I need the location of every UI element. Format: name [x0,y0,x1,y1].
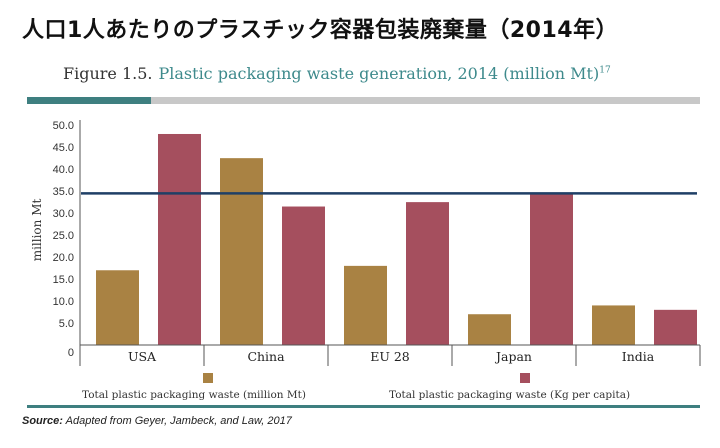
bar [592,305,635,345]
bar [220,158,263,345]
source-note: Source: Adapted from Geyer, Jambeck, and… [22,415,292,427]
bar [530,193,573,345]
chart-plot: 0 5.0 10.0 15.0 20.0 25.0 30.0 35.0 40.0 45.0 50.0… [30,120,701,401]
figure-caption: Plastic packaging waste generation, 2014… [158,64,611,83]
y-tick-label: 35.0 [53,186,74,198]
y-tick-label: 15.0 [53,274,74,286]
x-tick-label: USA [128,349,157,364]
legend-swatch [203,373,213,383]
figure-label: Figure 1.5. [63,64,153,83]
x-tick-label: EU 28 [370,349,410,364]
accent-bar-teal [27,97,151,104]
y-tick-label: 20.0 [53,252,74,264]
y-tick-label: 45.0 [53,142,74,154]
figure-heading: Figure 1.5. Plastic packaging waste gener… [63,64,611,83]
y-tick-label: 10.0 [53,296,74,308]
bar [344,265,387,345]
y-tick-label: 50.0 [53,120,74,132]
y-tick-label: 40.0 [53,164,74,176]
x-tick-label: China [247,349,285,364]
bar [406,202,449,345]
y-tick-label: 25.0 [53,230,74,242]
bottom-rule [27,405,700,408]
page-title: 人口1人あたりのプラスチック容器包装廃棄量（2014年） [22,18,619,43]
bar [468,314,511,345]
bar [654,309,697,345]
bar [96,270,139,345]
legend-swatch [520,373,530,383]
y-tick-label: 0 [68,347,74,359]
bar [282,206,325,345]
y-tick-label: 30.0 [53,208,74,220]
figure-caption-ref: 17 [599,65,611,76]
legend-label: Total plastic packaging waste (million M… [82,389,306,401]
y-tick-label: 5.0 [59,318,74,330]
y-axis-title: million Mt [30,199,44,262]
x-tick-label: India [622,349,655,364]
accent-bar-gray [151,97,700,104]
x-tick-label: Japan [494,349,532,364]
legend-label: Total plastic packaging waste (Kg per ca… [389,389,630,401]
bar [158,133,201,345]
